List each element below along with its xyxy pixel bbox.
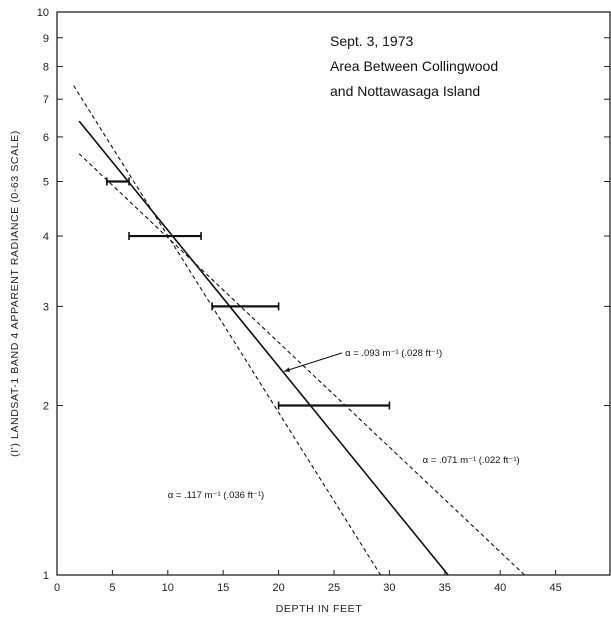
annotation-arrow (283, 352, 343, 372)
annotation: α = .117 m⁻¹ (.036 ft⁻¹) (168, 490, 264, 501)
y-tick-label: 8 (43, 62, 49, 74)
x-tick-label: 20 (272, 582, 284, 594)
fit-line (78, 120, 449, 576)
y-tick-label: 2 (43, 401, 49, 413)
y-tick-label: 6 (43, 132, 49, 144)
title-line: and Nottawasaga Island (330, 83, 480, 99)
y-tick-label: 1 (43, 570, 49, 582)
arrow-head (284, 367, 291, 372)
y-tick-label: 9 (43, 33, 49, 45)
x-tick-label: 25 (328, 582, 340, 594)
annotation: α = .093 m⁻¹ (.028 ft⁻¹) (345, 348, 442, 359)
bound-line-2 (78, 153, 525, 576)
x-tick-label: 30 (383, 582, 395, 594)
x-tick-label: 0 (54, 582, 60, 594)
title-line: Sept. 3, 1973 (330, 33, 414, 49)
x-tick-label: 35 (439, 582, 451, 594)
x-tick-label: 40 (494, 582, 506, 594)
y-tick-label: 5 (43, 176, 49, 188)
x-tick-label: 10 (162, 582, 174, 594)
y-tick-label: 3 (43, 301, 49, 313)
title-line: Area Between Collingwood (330, 58, 498, 74)
y-axis-label: (I') LANDSAT-1 BAND 4 APPARENT RADIANCE … (9, 130, 21, 457)
x-tick-label: 15 (217, 582, 229, 594)
x-axis-label: DEPTH IN FEET (276, 603, 363, 615)
x-tick-label: 45 (549, 582, 561, 594)
bound-line-1 (73, 85, 382, 576)
y-tick-label: 4 (43, 231, 49, 243)
y-tick-label: 7 (43, 94, 49, 106)
y-tick-label: 10 (37, 7, 49, 19)
annotation: α = .071 m⁻¹ (.022 ft⁻¹) (423, 455, 520, 466)
x-tick-label: 5 (109, 582, 115, 594)
